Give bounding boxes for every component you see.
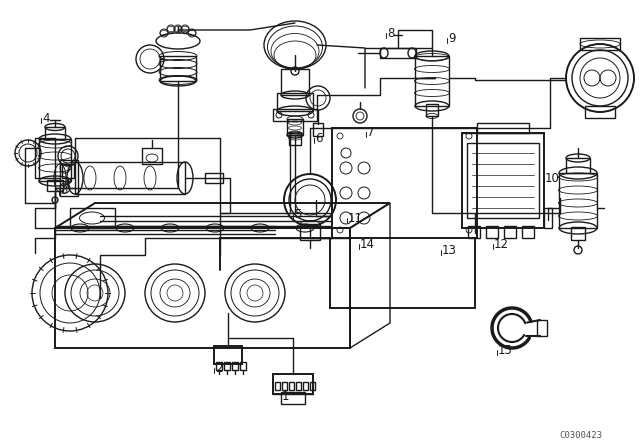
Bar: [462, 133, 544, 228]
Bar: [504, 226, 516, 238]
Bar: [566, 158, 590, 173]
Bar: [580, 38, 620, 50]
Bar: [468, 226, 480, 238]
Text: 12: 12: [494, 237, 509, 250]
Bar: [216, 362, 222, 370]
Bar: [275, 382, 280, 390]
Bar: [205, 173, 223, 183]
Bar: [39, 139, 71, 181]
Bar: [477, 123, 529, 133]
Bar: [287, 119, 303, 135]
Bar: [296, 382, 301, 390]
Bar: [289, 382, 294, 390]
Bar: [45, 127, 65, 139]
Text: 15: 15: [498, 344, 513, 357]
Bar: [62, 164, 74, 178]
Bar: [75, 162, 185, 194]
Text: 13: 13: [442, 244, 457, 257]
Bar: [522, 226, 534, 238]
Bar: [142, 148, 162, 164]
Text: 11: 11: [348, 211, 363, 224]
Bar: [544, 208, 552, 228]
Bar: [60, 160, 78, 196]
Text: 3: 3: [60, 184, 67, 197]
Bar: [47, 180, 63, 191]
Text: C0300423: C0300423: [559, 431, 602, 440]
Text: 10: 10: [545, 172, 560, 185]
Bar: [486, 226, 498, 238]
Text: 14: 14: [360, 237, 375, 250]
Bar: [214, 346, 242, 364]
Bar: [273, 109, 317, 121]
Text: 4: 4: [42, 112, 49, 125]
Bar: [537, 320, 547, 336]
Bar: [160, 56, 196, 81]
Bar: [559, 173, 597, 228]
Bar: [277, 93, 313, 111]
Bar: [281, 392, 305, 404]
Bar: [332, 128, 477, 238]
Text: 2: 2: [215, 362, 223, 375]
Bar: [467, 143, 539, 218]
Bar: [426, 104, 438, 116]
Text: 8: 8: [387, 26, 394, 39]
Bar: [303, 382, 308, 390]
Bar: [415, 56, 449, 106]
Text: 6: 6: [315, 132, 323, 145]
Text: 7: 7: [367, 125, 374, 138]
Bar: [310, 382, 315, 390]
Bar: [224, 362, 230, 370]
Bar: [281, 69, 309, 95]
Bar: [571, 227, 585, 240]
Bar: [70, 208, 115, 228]
Bar: [273, 374, 313, 394]
Text: 5: 5: [294, 207, 301, 220]
Text: 1: 1: [282, 389, 289, 402]
Bar: [380, 48, 416, 58]
Bar: [585, 106, 615, 118]
Text: 9: 9: [448, 31, 456, 44]
Bar: [289, 133, 301, 145]
Bar: [282, 382, 287, 390]
Bar: [240, 362, 246, 370]
Bar: [300, 224, 320, 240]
Bar: [313, 123, 323, 136]
Bar: [55, 228, 350, 348]
Bar: [232, 362, 238, 370]
